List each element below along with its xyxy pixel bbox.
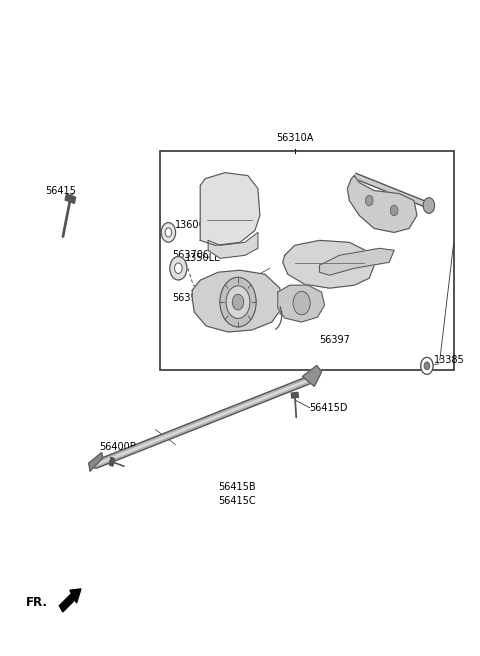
Circle shape <box>423 197 434 213</box>
Text: 1350LE: 1350LE <box>185 253 222 263</box>
Polygon shape <box>89 453 103 471</box>
Text: 56310A: 56310A <box>276 133 313 143</box>
Text: 56415: 56415 <box>45 186 76 195</box>
Circle shape <box>161 222 176 242</box>
Circle shape <box>170 256 187 280</box>
Polygon shape <box>109 457 114 466</box>
Text: 56415D: 56415D <box>310 403 348 413</box>
Circle shape <box>226 286 250 318</box>
Circle shape <box>165 228 172 237</box>
Polygon shape <box>65 194 75 203</box>
Polygon shape <box>208 232 258 258</box>
Text: 56390C: 56390C <box>172 293 210 303</box>
Text: 56400B: 56400B <box>99 443 136 453</box>
Text: 56415C: 56415C <box>218 496 256 506</box>
Circle shape <box>175 263 182 274</box>
Text: 56370C: 56370C <box>172 251 210 260</box>
Polygon shape <box>302 365 322 386</box>
Polygon shape <box>320 249 394 276</box>
FancyArrow shape <box>60 589 81 612</box>
Text: 13385: 13385 <box>434 355 465 365</box>
Polygon shape <box>278 285 324 322</box>
Text: 56415B: 56415B <box>218 482 256 492</box>
Polygon shape <box>200 173 260 245</box>
Circle shape <box>390 205 398 216</box>
Text: 1360CF: 1360CF <box>175 220 212 230</box>
Text: FR.: FR. <box>26 596 48 609</box>
Circle shape <box>365 195 373 206</box>
Text: 56397: 56397 <box>320 335 350 345</box>
Polygon shape <box>283 240 374 288</box>
Circle shape <box>293 291 310 315</box>
Circle shape <box>420 358 433 375</box>
Polygon shape <box>348 176 417 232</box>
Circle shape <box>220 277 256 327</box>
Bar <box>160 151 454 370</box>
Circle shape <box>232 295 244 310</box>
Polygon shape <box>192 270 282 332</box>
Circle shape <box>424 362 430 370</box>
Polygon shape <box>291 392 299 398</box>
